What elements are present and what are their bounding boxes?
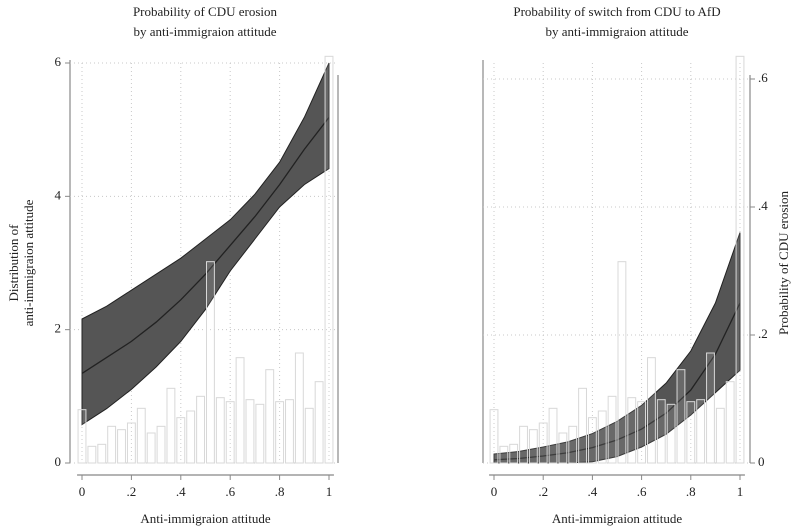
prediction-line [493, 302, 741, 461]
histogram-bar [126, 422, 136, 464]
histogram-bar [265, 369, 275, 464]
histogram-bar [166, 387, 176, 464]
x-axis-label: Anti-immigraion attitude [552, 511, 683, 526]
prediction-line [81, 117, 330, 374]
x-tick-label: .2 [127, 484, 137, 499]
histogram-bar [558, 432, 568, 464]
y2-tick-label: .4 [758, 198, 768, 213]
x-tick-label: .6 [225, 484, 235, 499]
y2-tick-label: 0 [758, 454, 765, 469]
x-tick-label: .8 [686, 484, 696, 499]
chart-title: Probability of switch from CDU to AfD [513, 4, 720, 19]
histogram-bar [725, 381, 735, 464]
histogram-bar [136, 407, 146, 464]
histogram-bar [706, 352, 715, 464]
histogram-bar [225, 401, 235, 464]
histogram-bar [285, 399, 294, 464]
histogram-bar [314, 381, 324, 464]
histogram-bar [607, 395, 617, 464]
histogram-bar [519, 425, 528, 464]
histogram-bar [235, 357, 245, 464]
histogram-bar [245, 399, 255, 464]
x-axis-label: Anti-immigraion attitude [140, 511, 271, 526]
histogram-bar [676, 369, 686, 464]
histogram-bar [97, 443, 107, 464]
histogram-bar [117, 429, 126, 464]
y-tick-label: 2 [55, 321, 62, 336]
histogram-bar [206, 261, 215, 464]
y-tick-label: 6 [55, 54, 62, 69]
y-tick-label: 4 [55, 187, 62, 202]
histogram-bar [196, 395, 205, 464]
histogram-bar [304, 407, 314, 464]
x-tick-label: 0 [491, 484, 498, 499]
chart-subtitle: by anti-immigraion attitude [134, 24, 277, 39]
chart-subtitle: by anti-immigraion attitude [546, 24, 689, 39]
y2-axis-label: Probability of CDU erosion [776, 190, 791, 335]
histogram-bar [656, 399, 666, 464]
histogram-bar [324, 55, 334, 464]
y2-tick-label: .2 [758, 326, 768, 341]
histogram-bar [538, 422, 548, 464]
histogram-bar [107, 425, 117, 464]
x-tick-label: 0 [79, 484, 86, 499]
histogram-bar [587, 417, 597, 464]
y2-tick-label: .6 [758, 70, 768, 85]
histogram-bar [87, 445, 97, 464]
histogram-bar [146, 432, 156, 464]
histogram-bar [499, 445, 509, 464]
histogram-bar [176, 417, 186, 464]
histogram-bar [489, 409, 499, 464]
histogram-bar [294, 352, 304, 464]
x-tick-label: 1 [737, 484, 744, 499]
histogram-bar [735, 55, 745, 464]
y-tick-label: 0 [55, 454, 62, 469]
histogram-bar [509, 443, 519, 464]
x-tick-label: 1 [326, 484, 333, 499]
histogram-bar [666, 403, 676, 464]
histogram-bar [215, 397, 225, 464]
histogram-bar [255, 403, 265, 464]
histogram-bar [568, 425, 578, 464]
histogram-bar [647, 357, 656, 464]
histogram-bar [578, 387, 587, 464]
histogram-bar [696, 399, 706, 464]
histogram-bar [597, 410, 607, 464]
histogram-bar [715, 407, 725, 464]
histogram-bar [156, 425, 166, 464]
x-tick-label: .4 [588, 484, 598, 499]
y-axis-label: anti-immigraion attitude [21, 199, 36, 326]
x-tick-label: .2 [538, 484, 548, 499]
histogram-bar [617, 261, 627, 464]
histogram-bar [528, 429, 538, 464]
histogram-bar [627, 397, 637, 464]
x-tick-label: .4 [176, 484, 186, 499]
histogram-bar [186, 410, 196, 464]
confidence-band [81, 62, 330, 426]
chart-title: Probability of CDU erosion [133, 4, 278, 19]
histogram-bar [77, 409, 87, 464]
histogram-bar [548, 407, 558, 464]
histogram-bar [686, 401, 696, 464]
histogram-bar [275, 401, 285, 464]
y-axis-label: Distribution of [6, 224, 21, 302]
x-tick-label: .8 [275, 484, 285, 499]
x-tick-label: .6 [637, 484, 647, 499]
histogram-bar [637, 401, 647, 464]
